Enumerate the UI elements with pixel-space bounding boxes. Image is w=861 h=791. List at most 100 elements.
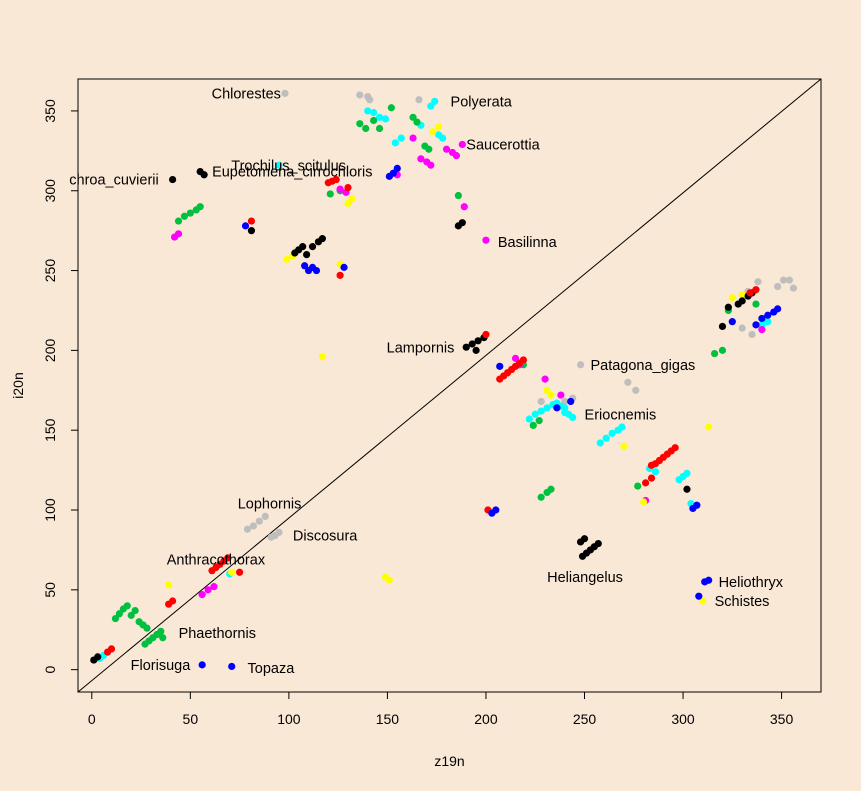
data-point-gray xyxy=(249,522,258,530)
data-point-yellow xyxy=(435,123,443,131)
x-axis: 0 50 100 150 200 250 300 350 xyxy=(88,691,794,727)
data-point-red xyxy=(224,554,232,562)
data-point-black xyxy=(472,346,480,354)
data-point-yellow xyxy=(547,391,555,399)
annotation-label: Phaethornis xyxy=(179,626,256,642)
annotation-label: Schistes xyxy=(715,594,770,610)
data-point-green xyxy=(752,300,760,308)
data-point-blue xyxy=(228,662,236,671)
data-point-blue xyxy=(340,263,348,271)
data-point-magenta xyxy=(336,185,344,193)
data-point-black xyxy=(299,243,307,251)
data-point-green xyxy=(186,209,194,217)
data-point-cyan xyxy=(431,97,439,105)
data-point-magenta xyxy=(541,375,549,383)
data-point-cyan xyxy=(602,434,610,442)
data-point-magenta xyxy=(511,354,520,362)
data-point-blue xyxy=(695,592,703,600)
data-point-yellow xyxy=(165,581,173,589)
data-point-blue xyxy=(752,321,760,329)
data-point-cyan xyxy=(397,134,405,142)
data-point-black xyxy=(474,337,482,345)
data-point-cyan xyxy=(651,468,660,476)
y-tick-label: 200 xyxy=(42,338,58,362)
data-point-green xyxy=(634,482,642,490)
data-point-green xyxy=(370,116,378,125)
identity-line xyxy=(77,78,822,693)
data-point-cyan xyxy=(764,318,772,326)
data-point-blue xyxy=(241,222,250,230)
data-point-green xyxy=(425,145,433,153)
data-point-cyan xyxy=(683,469,691,477)
data-point-green xyxy=(159,634,167,642)
data-point-yellow xyxy=(620,442,628,450)
annotation-label: Heliothryx xyxy=(719,575,784,591)
data-point-gray xyxy=(789,284,798,292)
data-point-yellow xyxy=(705,423,713,431)
data-point-green xyxy=(537,493,545,501)
annotation-label: Discosura xyxy=(293,529,358,545)
data-point-red xyxy=(647,474,656,482)
data-point-yellow xyxy=(348,195,356,203)
data-point-green xyxy=(115,610,123,618)
x-tick-label: 350 xyxy=(770,711,794,727)
annotations: Chlorestes Polyerata Saucerottia Trochilus_… xyxy=(69,86,784,677)
annotation-label: Eupetomena_cirrochloris xyxy=(212,165,372,181)
annotation-label: chroa_cuvierii xyxy=(69,173,158,189)
data-point-green xyxy=(143,624,151,632)
data-point-yellow xyxy=(728,294,736,302)
data-point-blue xyxy=(553,404,561,412)
y-tick-label: 100 xyxy=(42,498,58,522)
data-point-magenta xyxy=(460,203,468,211)
data-point-black xyxy=(94,653,102,661)
data-points xyxy=(90,89,798,671)
data-point-cyan xyxy=(364,107,372,115)
data-point-blue xyxy=(728,318,736,326)
data-point-black xyxy=(738,297,746,305)
data-point-black xyxy=(200,171,208,179)
data-point-gray xyxy=(632,386,640,394)
data-point-red xyxy=(236,568,244,576)
annotation-label: Patagona_gigas xyxy=(590,358,695,374)
data-point-yellow xyxy=(738,290,746,299)
data-point-blue xyxy=(492,506,500,514)
data-point-blue xyxy=(567,397,575,406)
data-point-black xyxy=(462,343,470,351)
data-point-green xyxy=(123,602,131,610)
data-point-yellow xyxy=(283,255,291,263)
data-point-black xyxy=(718,322,727,331)
data-point-magenta xyxy=(409,134,417,142)
data-point-blue xyxy=(705,576,713,584)
data-point-green xyxy=(529,421,537,430)
data-point-yellow xyxy=(344,199,352,208)
data-point-red xyxy=(519,356,528,364)
data-point-green xyxy=(413,118,421,126)
data-point-cyan xyxy=(525,415,533,423)
data-point-red xyxy=(752,286,760,294)
data-point-cyan xyxy=(391,139,399,147)
data-point-green xyxy=(180,212,189,220)
data-point-gray xyxy=(785,276,794,284)
data-point-blue xyxy=(389,169,397,177)
data-point-green xyxy=(375,124,384,133)
data-point-green xyxy=(127,611,135,619)
data-point-gray xyxy=(738,324,746,332)
annotation-label: Anthracothorax xyxy=(167,553,266,569)
data-point-gray xyxy=(624,378,632,386)
data-point-yellow xyxy=(640,498,648,506)
x-tick-label: 250 xyxy=(573,711,597,727)
data-point-gray xyxy=(537,397,545,406)
y-tick-label: 350 xyxy=(42,99,58,123)
identity-reference-line xyxy=(77,78,822,693)
data-point-magenta xyxy=(174,230,183,238)
data-point-blue xyxy=(393,164,401,172)
y-tick-label: 150 xyxy=(42,418,58,442)
data-point-gray xyxy=(255,517,263,525)
annotation-label: Polyerata xyxy=(451,94,513,110)
data-point-blue xyxy=(764,311,772,319)
data-point-yellow xyxy=(699,597,707,605)
annotation-label: Saucerottia xyxy=(466,138,540,154)
data-point-green xyxy=(356,120,364,128)
data-point-red xyxy=(332,175,340,184)
